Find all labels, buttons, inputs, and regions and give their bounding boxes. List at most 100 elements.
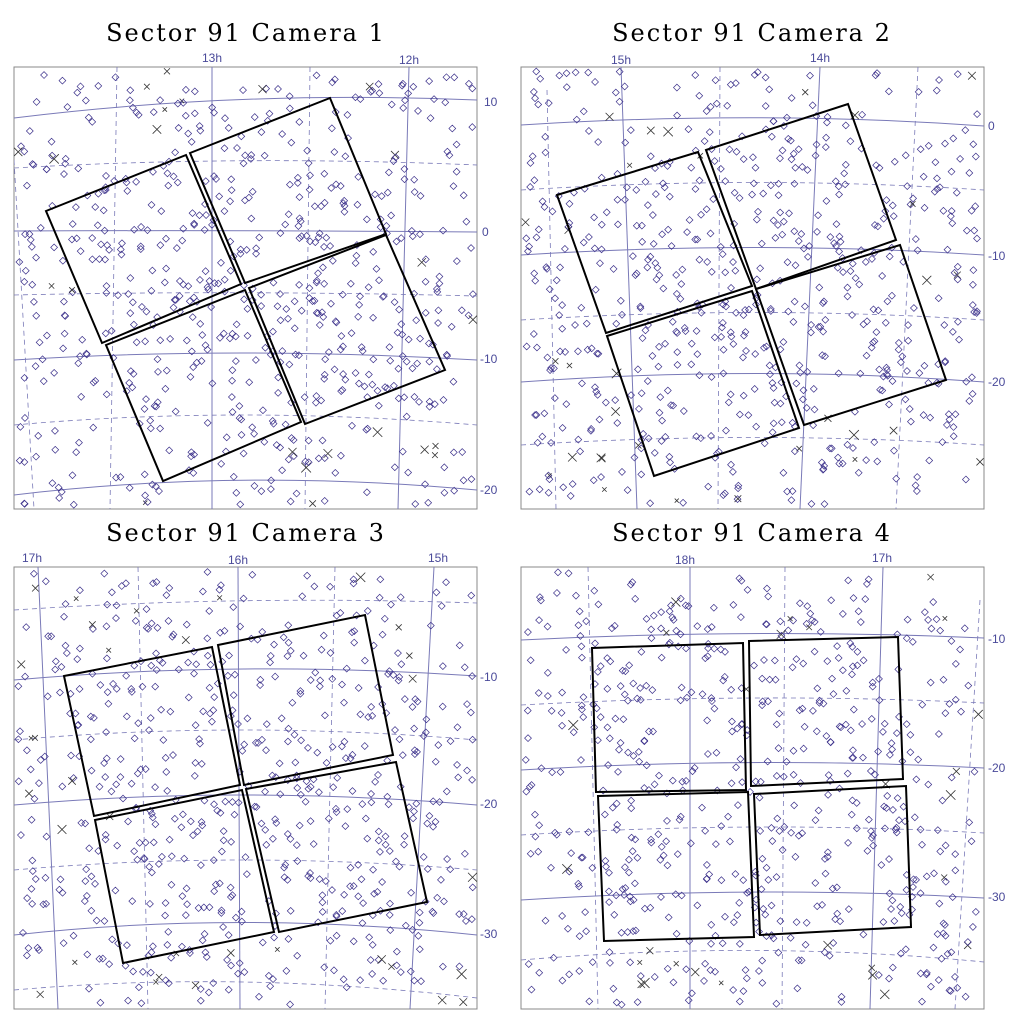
target-star — [62, 649, 71, 657]
target-star — [238, 747, 247, 755]
target-star — [789, 770, 798, 779]
target-star — [331, 468, 340, 477]
target-star — [103, 241, 112, 250]
target-star — [550, 394, 559, 402]
target-star — [593, 349, 601, 358]
target-star — [909, 875, 918, 884]
target-star — [631, 926, 640, 935]
target-star — [651, 164, 659, 173]
target-star — [755, 967, 763, 975]
target-star — [408, 232, 417, 241]
target-star — [739, 876, 748, 885]
target-star — [241, 151, 249, 160]
target-star — [695, 371, 704, 380]
panel-camera-2: Sector 91 Camera 2 15h 14h 0 -10 -20 — [520, 19, 1006, 510]
target-star — [210, 172, 218, 181]
target-star — [837, 992, 846, 1001]
target-star — [644, 255, 652, 264]
target-star — [187, 137, 196, 146]
target-star — [613, 195, 622, 204]
target-star — [727, 460, 735, 469]
target-star — [142, 623, 151, 632]
target-star — [693, 901, 702, 910]
field-star-cross — [323, 448, 333, 459]
target-star — [854, 607, 863, 616]
target-star — [673, 83, 681, 92]
target-star — [196, 319, 205, 328]
target-star — [693, 350, 702, 358]
target-star — [113, 841, 122, 850]
target-star — [784, 626, 793, 635]
target-star — [687, 688, 696, 697]
target-star — [149, 321, 158, 329]
target-star — [158, 852, 166, 861]
target-star — [526, 159, 535, 167]
target-star — [647, 838, 656, 847]
target-star — [575, 882, 583, 891]
target-star — [228, 366, 237, 375]
target-star — [565, 867, 574, 876]
target-star — [543, 353, 552, 362]
target-star — [885, 252, 894, 261]
field-star-cross — [377, 954, 387, 964]
target-star — [269, 278, 278, 287]
target-star — [269, 834, 277, 843]
target-star — [807, 499, 816, 508]
target-star — [861, 258, 870, 266]
target-star — [340, 207, 349, 216]
field-star-cross — [889, 426, 898, 435]
target-star — [712, 748, 721, 757]
target-star — [810, 647, 819, 656]
target-star — [525, 242, 534, 251]
field-star-cross — [801, 88, 809, 96]
target-star — [574, 879, 583, 888]
target-star — [537, 596, 545, 605]
target-star — [438, 662, 447, 671]
target-star — [204, 988, 213, 997]
target-star — [843, 440, 852, 449]
target-star — [360, 382, 369, 391]
target-star — [544, 471, 553, 480]
target-star — [328, 78, 337, 87]
target-star — [591, 383, 599, 392]
target-star — [169, 630, 178, 639]
target-star — [290, 452, 298, 461]
panel-camera-1: Sector 91 Camera 1 13h 12h 10 0 -10 -20 — [13, 19, 498, 510]
target-star — [114, 291, 122, 300]
target-star — [468, 775, 477, 784]
target-star — [328, 886, 336, 894]
target-star — [152, 402, 161, 411]
coordinate-grid — [14, 67, 477, 509]
dec-label: -10 — [480, 352, 498, 366]
target-star — [533, 438, 542, 447]
target-star — [91, 879, 99, 888]
target-star — [863, 846, 872, 855]
target-star — [934, 976, 943, 984]
target-star — [918, 997, 926, 1006]
target-star — [620, 690, 629, 699]
target-star — [14, 777, 23, 786]
target-star — [949, 423, 958, 431]
target-star — [146, 899, 154, 908]
target-star — [799, 744, 808, 753]
target-star — [197, 861, 205, 869]
target-star — [820, 500, 829, 508]
target-star — [730, 188, 739, 197]
target-star — [702, 205, 711, 214]
field-star-cross — [605, 112, 614, 121]
target-star — [366, 87, 375, 96]
target-star — [374, 683, 382, 691]
field-star-cross — [133, 608, 140, 614]
target-star — [240, 968, 249, 976]
target-star — [107, 326, 116, 335]
target-star — [163, 786, 172, 795]
target-star — [281, 220, 290, 229]
target-star — [935, 76, 943, 84]
target-star — [945, 986, 954, 995]
dec-line-major — [14, 479, 477, 496]
target-star — [746, 788, 754, 796]
target-star — [761, 910, 770, 919]
target-star — [672, 271, 681, 279]
target-star — [733, 911, 742, 919]
target-star — [180, 854, 189, 863]
